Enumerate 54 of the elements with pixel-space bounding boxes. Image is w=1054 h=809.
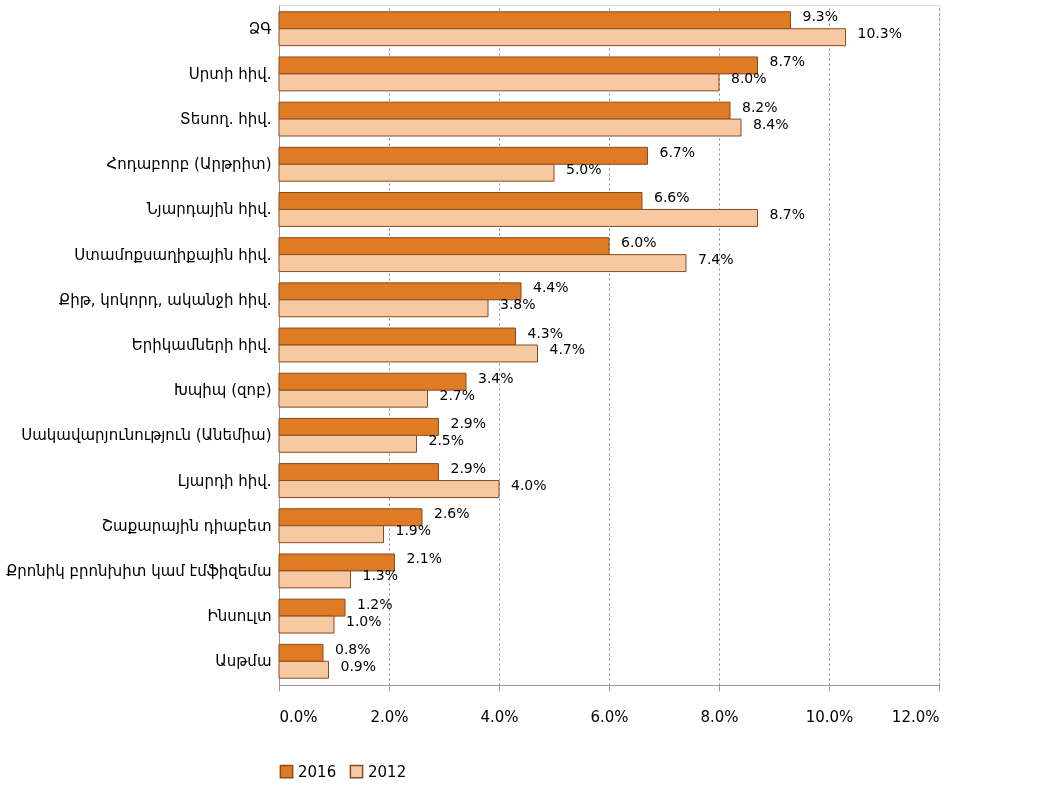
data-label: 3.8% [500,296,536,313]
data-label: 2.7% [439,386,476,403]
data-label: 2.5% [428,431,465,448]
data-label: 1.9% [395,522,432,539]
y-tick-label: Խպիպ (զոբ) [173,381,272,400]
y-tick-label: Ասթմա [215,652,272,671]
data-label: 8.2% [742,98,778,115]
x-tick-label: 4.0% [480,707,519,726]
data-label: 7.4% [698,251,734,268]
y-tick-label: Տեսող. հիվ. [180,110,272,129]
data-label: 5.0% [566,160,602,177]
data-label: 2.6% [434,505,470,522]
y-tick-label: Ստամոքսաղիքային հիվ. [74,245,272,264]
y-tick-label: Ինսուլտ [207,607,272,626]
data-label: 8.7% [769,205,806,222]
data-label: 4.7% [549,341,586,358]
x-tick-label: 6.0% [590,707,629,726]
data-label: 1.2% [357,595,393,612]
y-tick-label: Շաքարային դիաբետ [101,516,272,535]
data-label: 2.9% [450,460,487,477]
data-label: 4.4% [533,279,569,296]
data-label: 1.0% [346,612,382,629]
data-label: 8.0% [731,70,767,87]
y-tick-label: ՁԳ [248,19,272,38]
data-label: 6.0% [621,234,657,251]
data-label: 1.3% [362,567,399,584]
data-label: 3.4% [478,369,514,386]
y-tick-label: Հոդաբորբ (Արթրիտ) [106,155,272,174]
y-tick-label: Քիթ, կոկորդ, ականջի հիվ. [58,290,272,309]
legend-label: 2016 [298,762,337,781]
legend-label: 2012 [368,762,407,781]
x-tick-label: 8.0% [700,707,739,726]
data-label: 8.4% [753,115,789,132]
x-tick-label: 12.0% [891,707,940,726]
y-tick-label: Քրոնիկ բրոնխիտ կամ էմֆիզեմա [5,561,272,580]
data-label: 9.3% [802,8,839,25]
y-tick-label: Սակավարյունություն (Անեմիա) [21,426,272,445]
data-label: 8.7% [769,53,806,70]
y-tick-label: Երիկամների հիվ. [131,336,272,354]
y-tick-label: Սրտի հիվ. [188,64,272,83]
y-tick-label: Լյարդի հիվ. [177,471,272,490]
data-label: 0.9% [340,657,377,674]
data-label: 2.1% [406,550,443,567]
x-tick-label: 0.0% [279,707,318,726]
data-label: 4.0% [511,477,547,494]
data-label: 2.9% [450,414,487,431]
data-label: 4.3% [527,324,564,341]
x-tick-label: 2.0% [370,707,409,726]
data-label: 6.6% [654,188,690,205]
x-tick-label: 10.0% [805,707,854,726]
data-label: 6.7% [659,143,696,160]
y-tick-label: Նյարդային հիվ. [146,200,272,219]
data-label: 0.8% [335,640,371,657]
data-label: 10.3% [857,25,902,42]
